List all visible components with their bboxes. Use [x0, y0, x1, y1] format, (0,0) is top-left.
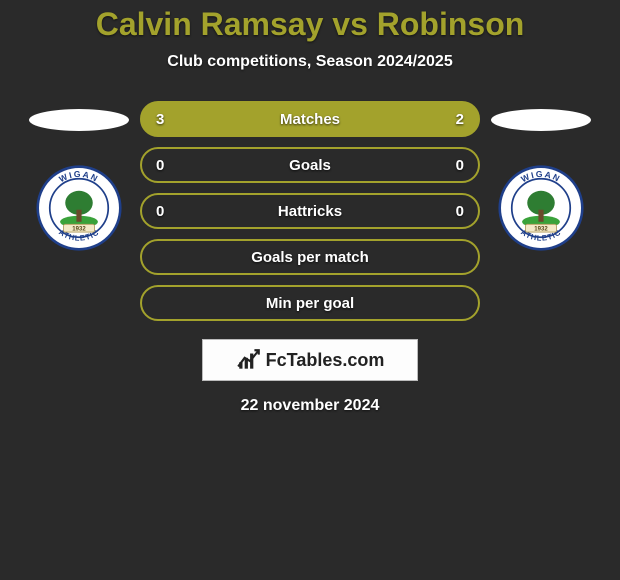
flag-right: [491, 109, 591, 131]
comparison-body: WIGAN ATHLETIC 1932 3Matches20Goals00Hat…: [0, 101, 620, 415]
flag-left: [29, 109, 129, 131]
svg-text:1932: 1932: [534, 226, 548, 232]
player-left-column: WIGAN ATHLETIC 1932: [19, 101, 139, 251]
brand-rest: Tables.com: [287, 350, 385, 370]
stat-right-value: 2: [456, 111, 464, 128]
stat-label: Min per goal: [142, 295, 478, 312]
stat-right-value: 0: [456, 157, 464, 174]
chart-icon: [236, 347, 262, 373]
stat-label: Goals: [142, 157, 478, 174]
brand-text: FcTables.com: [266, 350, 385, 371]
stat-row: 0Goals0: [140, 147, 480, 183]
page-subtitle: Club competitions, Season 2024/2025: [0, 53, 620, 71]
brand-prefix: Fc: [266, 350, 287, 370]
club-badge-left: WIGAN ATHLETIC 1932: [36, 165, 122, 251]
stat-left-value: 3: [156, 111, 164, 128]
stat-row: Goals per match: [140, 239, 480, 275]
svg-text:1932: 1932: [72, 226, 86, 232]
stat-left-value: 0: [156, 157, 164, 174]
page-title: Calvin Ramsay vs Robinson: [0, 6, 620, 43]
player-right-column: WIGAN ATHLETIC 1932: [481, 101, 601, 251]
stat-label: Matches: [142, 111, 478, 128]
stat-left-value: 0: [156, 203, 164, 220]
club-badge-right: WIGAN ATHLETIC 1932: [498, 165, 584, 251]
stats-column: 3Matches20Goals00Hattricks0Goals per mat…: [139, 101, 481, 415]
stat-row: 0Hattricks0: [140, 193, 480, 229]
brand-box: FcTables.com: [202, 339, 418, 381]
stat-row: Min per goal: [140, 285, 480, 321]
stat-row: 3Matches2: [140, 101, 480, 137]
comparison-date: 22 november 2024: [241, 397, 380, 415]
stat-label: Goals per match: [142, 249, 478, 266]
comparison-card: Calvin Ramsay vs Robinson Club competiti…: [0, 0, 620, 415]
stat-right-value: 0: [456, 203, 464, 220]
stat-label: Hattricks: [142, 203, 478, 220]
